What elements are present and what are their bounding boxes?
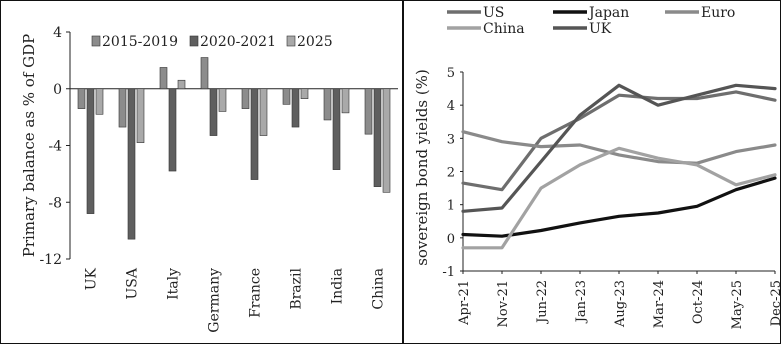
bar (77, 88, 86, 109)
series-line (461, 90, 777, 192)
bar (259, 88, 268, 136)
x-tick-label: Oct-24 (691, 280, 706, 324)
legend-label: US (483, 5, 504, 21)
bar (250, 88, 259, 180)
bar (168, 88, 177, 172)
legend-swatch (91, 35, 101, 47)
bar (241, 88, 250, 109)
x-tick-label: Dec-25 (769, 280, 781, 326)
legend-swatch (189, 35, 199, 47)
bar (282, 88, 291, 105)
x-tick-label: UK (84, 267, 100, 290)
series-line (461, 83, 777, 213)
y-tick-label: -1 (442, 265, 455, 280)
bar (200, 57, 209, 90)
y-tick-label: 5 (447, 66, 455, 81)
x-tick-label: China (371, 268, 387, 310)
legend-label: UK (589, 21, 612, 37)
x-tick-label: Apr-21 (457, 280, 472, 326)
y-tick-label: 4 (447, 99, 455, 114)
line-chart-canvas: -1 0 1 2 3 4 5 sovereign bond yields (%) Apr-21 N… (413, 5, 781, 329)
series-line (461, 176, 777, 238)
bar (382, 88, 391, 193)
x-tick-label: Brazil (289, 267, 305, 309)
y-tick-label: 2 (447, 166, 455, 181)
bar (300, 88, 309, 99)
bar (209, 88, 218, 136)
bar (364, 88, 373, 135)
legend-label: 2015-2019 (102, 34, 178, 50)
x-tick-label: Italy (166, 268, 182, 300)
y-tick-label: 0 (53, 82, 62, 98)
legend-label: China (483, 21, 525, 37)
x-tick-label: USA (125, 267, 141, 299)
bar (118, 88, 127, 128)
x-tick-label: France (248, 268, 264, 318)
y-tick-label: 0 (447, 232, 455, 247)
legend-label: Japan (587, 5, 629, 21)
bar (323, 88, 332, 121)
y-tick-label: -8 (48, 195, 62, 211)
bar (127, 88, 136, 240)
legend-label: 2025 (297, 34, 333, 50)
y-axis-title: sovereign bond yields (%) (413, 69, 431, 266)
bar (136, 88, 145, 143)
x-tick-label: Mar-24 (652, 280, 667, 328)
y-tick-label: 4 (53, 25, 62, 41)
x-tick-label: Jan-23 (574, 280, 589, 324)
series-line (461, 130, 777, 165)
bar (332, 88, 341, 170)
legend-label: Euro (701, 5, 735, 21)
bar (373, 88, 382, 187)
x-tick-label: Nov-21 (496, 280, 511, 327)
y-tick-label: -12 (39, 252, 62, 268)
bar (95, 88, 104, 115)
y-tick-label: -4 (48, 139, 62, 155)
legend-label: 2020-2021 (200, 34, 276, 50)
bar (218, 88, 227, 112)
legend-swatch (286, 35, 296, 47)
x-tick-label: India (330, 268, 346, 304)
y-tick-label: 3 (447, 132, 455, 147)
bar (86, 88, 95, 214)
x-tick-label: Germany (207, 268, 223, 333)
bar (341, 88, 350, 114)
x-tick-label: Jun-22 (535, 280, 550, 325)
x-tick-label: May-25 (730, 280, 745, 329)
bar (291, 88, 300, 128)
bar (177, 79, 186, 90)
x-tick-label: Aug-23 (613, 280, 628, 328)
y-tick-label: 1 (447, 199, 455, 214)
primary-balance-chart: 4 0 -4 -8 -12 Primary balance as % of GDP UK US… (0, 0, 403, 344)
bond-yields-chart: -1 0 1 2 3 4 5 sovereign bond yields (%) Apr-21 N… (403, 0, 781, 344)
bar (159, 67, 168, 90)
y-axis-title: Primary balance as % of GDP (20, 34, 38, 258)
series-line (461, 146, 777, 250)
